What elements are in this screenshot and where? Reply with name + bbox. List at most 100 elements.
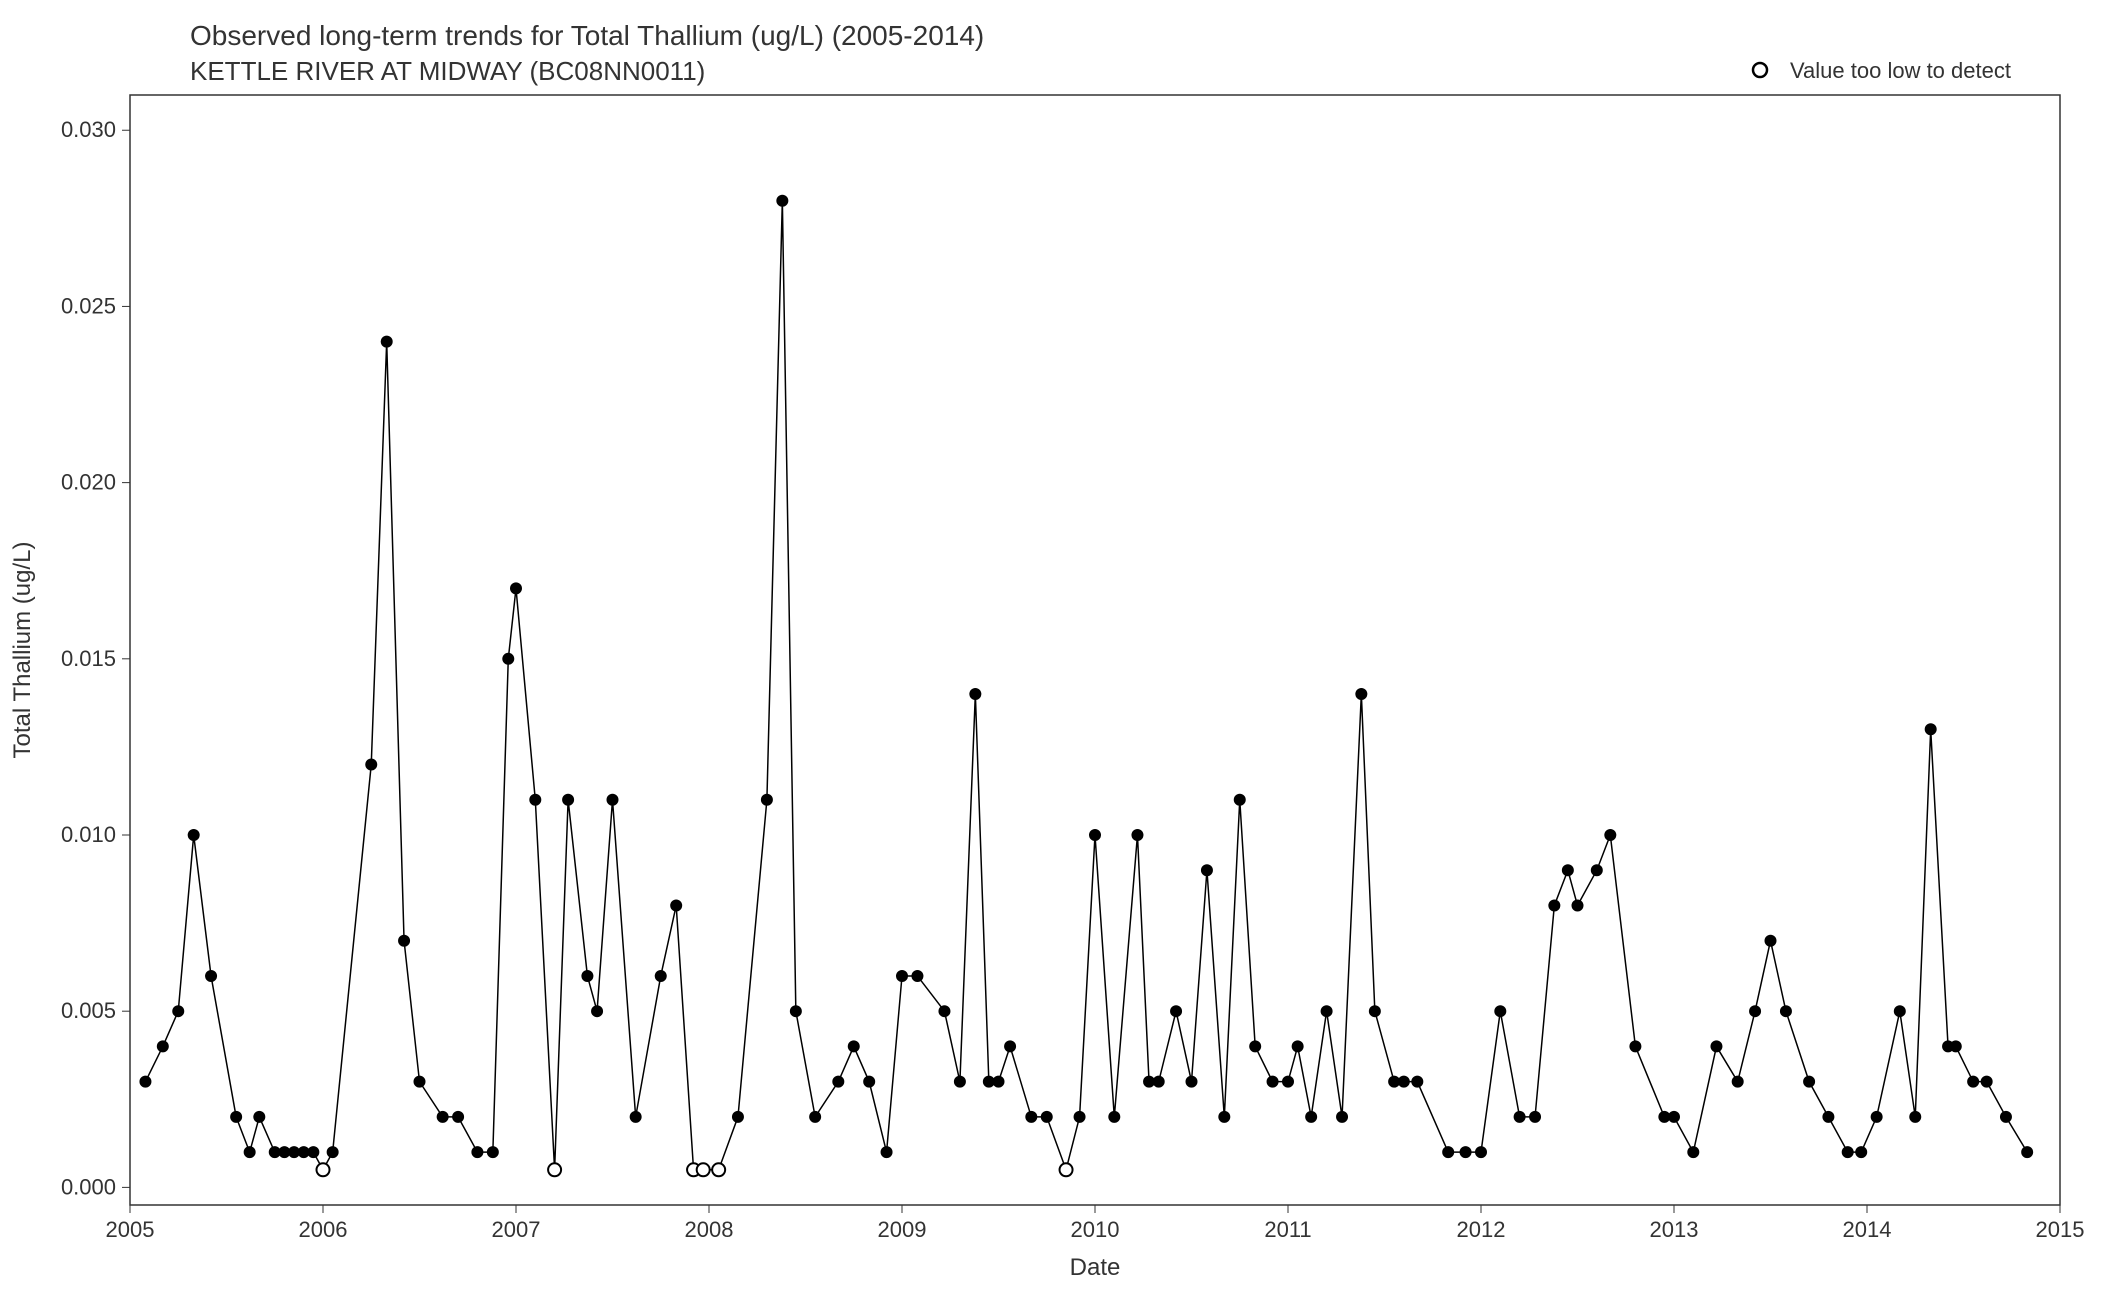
data-point xyxy=(1460,1147,1471,1158)
chart-container: Observed long-term trends for Total Thal… xyxy=(0,0,2112,1309)
data-point-open xyxy=(1060,1163,1073,1176)
data-point xyxy=(954,1076,965,1087)
data-point xyxy=(833,1076,844,1087)
data-point xyxy=(1369,1006,1380,1017)
y-tick-label: 0.000 xyxy=(61,1174,116,1199)
data-point xyxy=(1250,1041,1261,1052)
data-point xyxy=(1026,1111,1037,1122)
y-tick-label: 0.005 xyxy=(61,998,116,1023)
data-point xyxy=(993,1076,1004,1087)
data-point xyxy=(530,794,541,805)
data-point xyxy=(1476,1147,1487,1158)
data-point xyxy=(2000,1111,2011,1122)
data-point xyxy=(206,970,217,981)
data-point xyxy=(810,1111,821,1122)
data-point xyxy=(1412,1076,1423,1087)
data-point xyxy=(2022,1147,2033,1158)
data-point xyxy=(1292,1041,1303,1052)
data-point xyxy=(1186,1076,1197,1087)
x-tick-label: 2012 xyxy=(1457,1217,1506,1242)
data-point xyxy=(1234,794,1245,805)
chart-svg: Observed long-term trends for Total Thal… xyxy=(0,0,2112,1309)
data-point xyxy=(244,1147,255,1158)
data-point xyxy=(1732,1076,1743,1087)
data-point xyxy=(912,970,923,981)
data-point xyxy=(1337,1111,1348,1122)
data-point xyxy=(472,1147,483,1158)
data-point xyxy=(1925,724,1936,735)
data-point xyxy=(1981,1076,1992,1087)
data-point xyxy=(1090,830,1101,841)
data-point xyxy=(308,1147,319,1158)
data-point xyxy=(1219,1111,1230,1122)
data-point xyxy=(848,1041,859,1052)
data-point xyxy=(939,1006,950,1017)
data-point xyxy=(1669,1111,1680,1122)
y-tick-label: 0.015 xyxy=(61,646,116,671)
data-point xyxy=(761,794,772,805)
x-tick-label: 2008 xyxy=(685,1217,734,1242)
data-point xyxy=(399,935,410,946)
data-point xyxy=(563,794,574,805)
data-point xyxy=(1530,1111,1541,1122)
data-point xyxy=(592,1006,603,1017)
data-point xyxy=(1871,1111,1882,1122)
data-point xyxy=(503,653,514,664)
data-point xyxy=(864,1076,875,1087)
data-point xyxy=(970,689,981,700)
x-tick-label: 2015 xyxy=(2036,1217,2085,1242)
data-point xyxy=(732,1111,743,1122)
data-point xyxy=(1711,1041,1722,1052)
data-line xyxy=(145,201,2027,1170)
data-point xyxy=(1688,1147,1699,1158)
data-point xyxy=(1443,1147,1454,1158)
data-point xyxy=(1804,1076,1815,1087)
data-point xyxy=(1572,900,1583,911)
data-point xyxy=(1780,1006,1791,1017)
data-point xyxy=(1356,689,1367,700)
data-point xyxy=(1398,1076,1409,1087)
data-point xyxy=(655,970,666,981)
data-point xyxy=(582,970,593,981)
data-point xyxy=(1823,1111,1834,1122)
data-point xyxy=(671,900,682,911)
y-axis-label: Total Thallium (ug/L) xyxy=(9,542,36,759)
data-point xyxy=(1514,1111,1525,1122)
data-point xyxy=(1605,830,1616,841)
x-tick-label: 2010 xyxy=(1071,1217,1120,1242)
data-point-open xyxy=(712,1163,725,1176)
data-point xyxy=(607,794,618,805)
data-point xyxy=(511,583,522,594)
data-point-open xyxy=(317,1163,330,1176)
data-point xyxy=(881,1147,892,1158)
legend-label: Value too low to detect xyxy=(1790,58,2011,83)
data-point xyxy=(1201,865,1212,876)
data-point xyxy=(1910,1111,1921,1122)
data-point xyxy=(414,1076,425,1087)
data-point xyxy=(1842,1147,1853,1158)
x-tick-label: 2009 xyxy=(878,1217,927,1242)
data-point xyxy=(366,759,377,770)
data-point xyxy=(254,1111,265,1122)
x-tick-label: 2011 xyxy=(1264,1217,1311,1242)
data-point xyxy=(1549,900,1560,911)
data-point xyxy=(1495,1006,1506,1017)
x-tick-label: 2007 xyxy=(492,1217,541,1242)
data-point xyxy=(1132,830,1143,841)
data-point xyxy=(327,1147,338,1158)
data-point xyxy=(790,1006,801,1017)
data-point xyxy=(157,1041,168,1052)
data-point xyxy=(140,1076,151,1087)
data-point xyxy=(1321,1006,1332,1017)
data-point xyxy=(897,970,908,981)
data-point xyxy=(1074,1111,1085,1122)
data-point xyxy=(1968,1076,1979,1087)
data-point xyxy=(1041,1111,1052,1122)
y-tick-label: 0.025 xyxy=(61,293,116,318)
chart-subtitle: KETTLE RIVER AT MIDWAY (BC08NN0011) xyxy=(190,56,705,86)
x-tick-label: 2005 xyxy=(106,1217,155,1242)
data-point xyxy=(777,195,788,206)
data-point xyxy=(1950,1041,1961,1052)
x-tick-label: 2014 xyxy=(1843,1217,1892,1242)
data-point xyxy=(381,336,392,347)
